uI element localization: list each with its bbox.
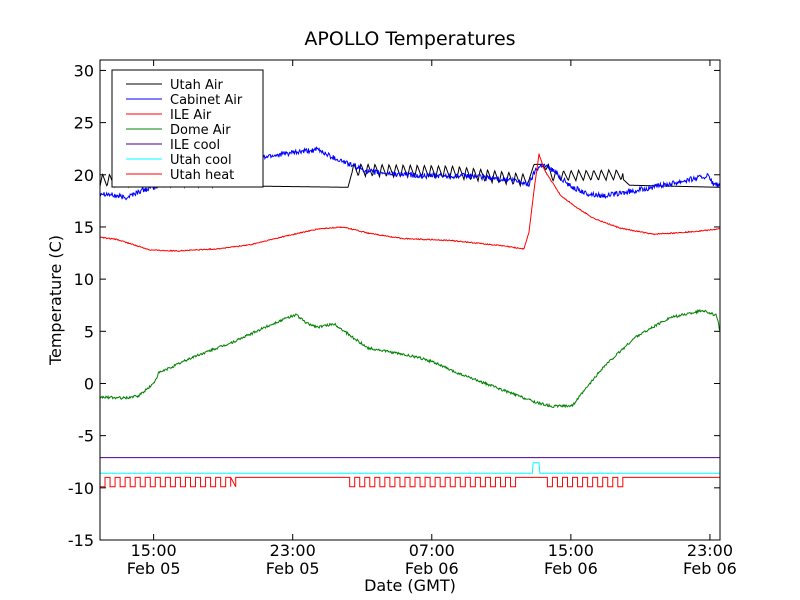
plot-frame — [99, 59, 721, 541]
x-tick-label-date: Feb 06 — [544, 559, 598, 578]
x-tick-label-date: Feb 05 — [127, 559, 181, 578]
y-tick-label: -15 — [68, 531, 94, 550]
x-tick-label-time: 15:00 — [548, 541, 594, 560]
y-tick-label: 15 — [74, 218, 94, 237]
legend-label: Utah Air — [170, 78, 223, 93]
x-tick-label-date: Feb 06 — [405, 559, 459, 578]
series-line-dome-air — [100, 308, 720, 409]
series-line-ile-air — [100, 153, 720, 252]
x-axis-label: Date (GMT) — [364, 576, 456, 595]
y-tick-label: 30 — [74, 61, 94, 80]
x-tick-label-time: 23:00 — [687, 541, 733, 560]
x-tick-label-time: 07:00 — [409, 541, 455, 560]
legend-label: ILE cool — [170, 138, 220, 153]
y-tick-label: 20 — [74, 166, 94, 185]
chart-title: APOLLO Temperatures — [304, 28, 515, 50]
x-tick-label-time: 15:00 — [131, 541, 177, 560]
legend-label: Cabinet Air — [170, 93, 243, 108]
y-tick-label: -5 — [78, 427, 94, 446]
x-tick-label-date: Feb 06 — [683, 559, 737, 578]
x-tick-label-time: 23:00 — [270, 541, 316, 560]
x-tick-label-date: Feb 05 — [266, 559, 320, 578]
y-tick-label: 0 — [84, 374, 94, 393]
legend-label: Utah cool — [170, 153, 232, 168]
y-axis-label: Temperature (C) — [46, 235, 65, 366]
y-tick-label: 10 — [74, 270, 94, 289]
y-tick-label: 25 — [74, 114, 94, 133]
legend-label: Utah heat — [170, 168, 234, 183]
series-line-utah-heat — [100, 476, 720, 488]
y-tick-label: 5 — [84, 322, 94, 341]
legend-label: Dome Air — [170, 123, 231, 138]
legend-label: ILE Air — [170, 108, 212, 123]
y-tick-label: -10 — [68, 479, 94, 498]
series-line-utah-cool — [100, 462, 720, 474]
